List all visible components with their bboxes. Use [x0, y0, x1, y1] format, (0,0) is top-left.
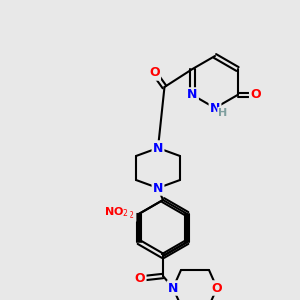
- Text: NO$_2$: NO$_2$: [110, 207, 135, 221]
- Text: O: O: [135, 272, 145, 284]
- Text: N: N: [168, 281, 178, 295]
- Text: N: N: [187, 88, 198, 101]
- Text: N: N: [153, 182, 163, 194]
- Text: H: H: [218, 108, 228, 118]
- Text: O: O: [212, 281, 222, 295]
- Text: N: N: [153, 142, 163, 154]
- Text: NO$_2$: NO$_2$: [104, 205, 129, 219]
- Text: N: N: [210, 101, 220, 115]
- Text: O: O: [149, 67, 160, 80]
- Text: O: O: [250, 88, 261, 101]
